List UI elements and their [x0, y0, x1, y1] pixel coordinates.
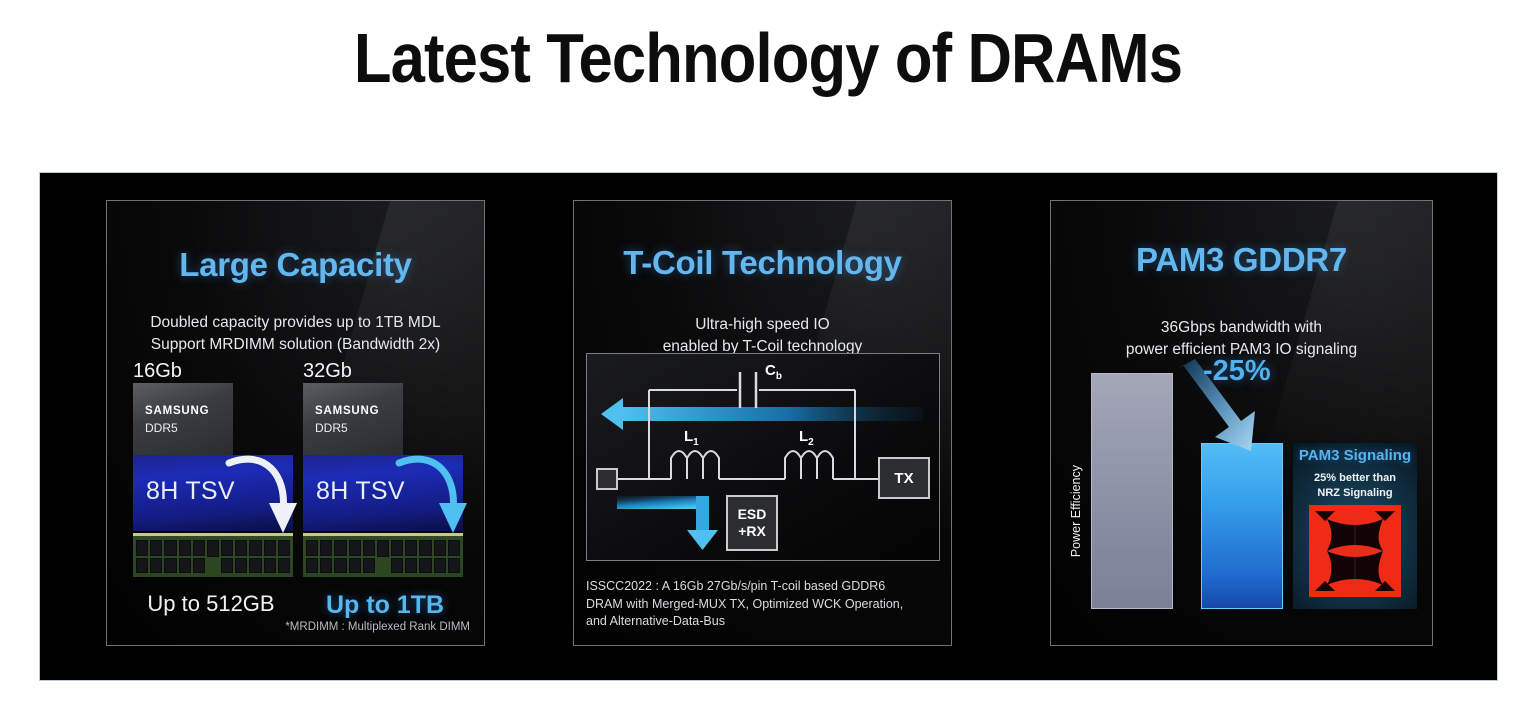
eye-sub-line2: NRZ Signaling — [1317, 486, 1393, 499]
power-efficiency-bar-chart: Power Efficiency -25% PAM3 Si — [1067, 353, 1417, 631]
panel-2-subtitle-line2: enabled by T-Coil technology — [662, 338, 863, 356]
eye-card-title: PAM3 Signaling — [1298, 447, 1412, 464]
panel-2-heading: T-Coil Technology — [623, 244, 902, 281]
panel-3-subtitle-line2: power efficient PAM3 IO signaling — [1125, 341, 1358, 359]
down-rx-arrow-icon — [617, 496, 718, 550]
panel-t-coil-technology: T-Coil Technology Ultra-high speed IO en… — [573, 200, 952, 646]
inductor-l2-label: L2 — [799, 428, 814, 448]
pad-node — [596, 468, 618, 490]
citation-line2: DRAM with Merged-MUX TX, Optimized WCK O… — [586, 596, 904, 611]
chart-y-axis-label: Power Efficiency — [1069, 465, 1083, 558]
chip-package-32gb: SAMSUNG DDR5 8H TSV — [303, 383, 467, 533]
panel-3-subtitle-line1: 36Gbps bandwidth with — [1160, 319, 1323, 336]
dram-stack-32gb: 32Gb SAMSUNG DDR5 8H TSV — [303, 360, 467, 577]
dram-stack-row: 16Gb SAMSUNG DDR5 8H TSV — [107, 360, 484, 577]
dram-stack-16gb: 16Gb SAMSUNG DDR5 8H TSV — [133, 360, 297, 577]
panel-2-subtitle-line1: Ultra-high speed IO — [695, 316, 830, 333]
inductor-l2 — [784, 450, 834, 479]
chip-brand-16gb: SAMSUNG — [145, 405, 210, 417]
panel-1-heading: Large Capacity — [179, 246, 412, 283]
esd-rx-box-label: ESD +RX — [737, 505, 767, 540]
panel-1-subtitle: Doubled capacity provides up to 1TB MDL … — [107, 312, 484, 356]
chip-top-16gb: SAMSUNG DDR5 — [133, 383, 233, 455]
capacitor-label: Cb — [765, 362, 782, 382]
panel-3-subtitle: 36Gbps bandwidth with power efficient PA… — [1051, 317, 1432, 361]
dimm-chip-grid-16gb — [136, 540, 291, 573]
result-right-1tb: Up to 1TB — [325, 591, 445, 619]
chip-family-32gb: DDR5 — [315, 421, 348, 435]
capacity-results-row: Up to 512GB Up to 1TB — [107, 591, 484, 625]
capacity-label-32gb: 32Gb — [303, 360, 352, 382]
delta-percent-label: -25% — [1203, 355, 1271, 387]
esd-rx-box — [726, 495, 778, 551]
panel-2-citation: ISSCC2022 : A 16Gb 27Gb/s/pin T-coil bas… — [586, 578, 938, 631]
left-data-arrow-icon — [601, 398, 923, 430]
panel-3-heading: PAM3 GDDR7 — [1136, 241, 1347, 278]
dimm-chip-grid-32gb — [306, 540, 461, 573]
inductor-l1-label: L1 — [684, 428, 699, 448]
page-title: Latest Technology of DRAMs — [353, 19, 1183, 97]
chip-package-16gb: SAMSUNG DDR5 8H TSV — [133, 383, 297, 533]
citation-line3: and Alternative-Data-Bus — [586, 614, 725, 629]
panel-pam3-gddr7: PAM3 GDDR7 36Gbps bandwidth with power e… — [1050, 200, 1433, 646]
pam3-eye-diagram-card: PAM3 Signaling 25% better than NRZ Signa… — [1293, 443, 1417, 609]
tx-box — [878, 457, 930, 499]
chip-top-32gb: SAMSUNG DDR5 — [303, 383, 403, 455]
panel-2-subtitle: Ultra-high speed IO enabled by T-Coil te… — [574, 314, 951, 358]
chip-brand-32gb: SAMSUNG — [315, 405, 380, 417]
bar-pam3-signaling — [1201, 443, 1283, 609]
panel-1-subtitle-line1: Doubled capacity provides up to 1TB MDL — [150, 314, 441, 331]
tsv-label-16gb: 8H TSV — [146, 477, 235, 505]
curved-arrow-icon-16gb — [225, 455, 297, 533]
tx-box-label: TX — [894, 469, 914, 487]
eye-sub-line1: 25% better than — [1314, 472, 1396, 484]
dimm-module-16gb — [133, 533, 293, 577]
dimm-module-32gb — [303, 533, 463, 577]
panel-1-subtitle-line2: Support MRDIMM solution (Bandwidth 2x) — [150, 336, 441, 354]
inductor-l1 — [670, 450, 720, 479]
eye-card-subtitle: 25% better than NRZ Signaling — [1293, 471, 1417, 501]
panels-container: Large Capacity Doubled capacity provides… — [39, 172, 1498, 681]
curved-arrow-icon-32gb — [395, 455, 467, 533]
tsv-label-32gb: 8H TSV — [316, 477, 405, 505]
result-left-512gb: Up to 512GB — [147, 591, 275, 616]
circuit-schematic-svg — [596, 372, 930, 551]
chip-family-16gb: DDR5 — [145, 421, 178, 435]
decrease-arrow-icon — [1177, 359, 1255, 451]
citation-line1: ISSCC2022 : A 16Gb 27Gb/s/pin T-coil bas… — [586, 578, 886, 593]
chip-tsv-32gb: 8H TSV — [303, 455, 463, 531]
capacity-label-16gb: 16Gb — [133, 360, 182, 382]
bar-nrz-signaling — [1091, 373, 1173, 609]
eye-diagram-plot — [1309, 505, 1401, 597]
t-coil-circuit-diagram: Cb L1 L2 TX ESD +RX — [586, 353, 940, 561]
panel-large-capacity: Large Capacity Doubled capacity provides… — [106, 200, 485, 646]
panel-1-footnote: *MRDIMM : Multiplexed Rank DIMM — [285, 621, 470, 633]
